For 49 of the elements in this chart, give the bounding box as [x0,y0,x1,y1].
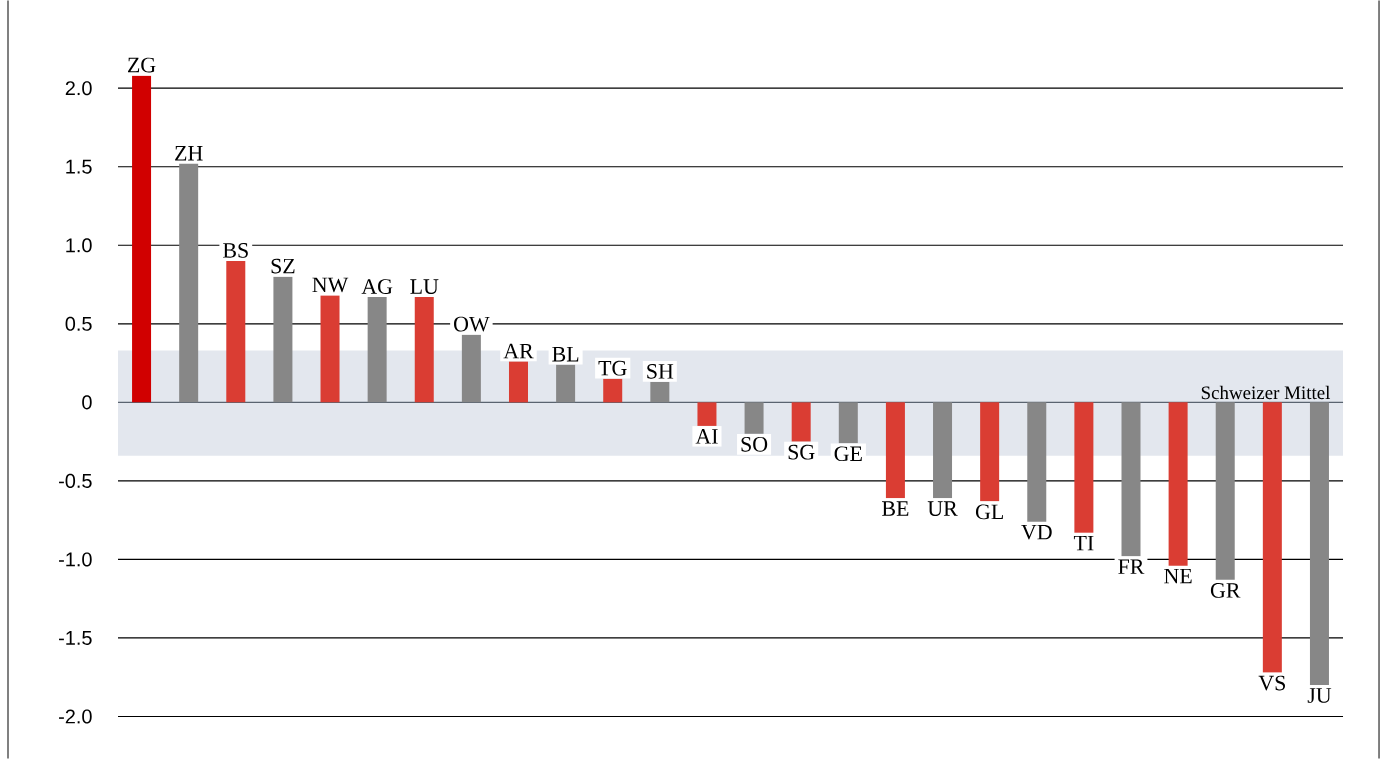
x-tick-label: AI [695,429,718,444]
x-tick-label: VD [1021,524,1052,540]
x-tick-label: NE [1164,568,1192,584]
y-tick-label: -1.5 [59,631,92,645]
x-tick-label: JU [1307,688,1332,703]
bar [1215,402,1235,580]
x-tick-label: BL [552,347,579,362]
y-tick-label: 2.0 [65,81,92,96]
y-tick-label: -1.0 [59,552,92,567]
bar [179,163,199,403]
x-tick-label: SG [788,444,815,460]
bar [1262,402,1282,673]
bar [320,295,340,403]
x-tick-label: OW [454,316,490,332]
x-tick-label: GE [834,446,862,462]
x-tick-label: BS [223,243,248,258]
y-tick-label: 0.5 [65,316,92,331]
y-tick-label: 0 [82,395,92,410]
x-tick-label: AR [503,343,534,359]
x-tick-label: TI [1073,535,1094,551]
bar [885,402,905,499]
bar [132,75,152,403]
x-tick-label: GR [1210,583,1241,598]
bar [1309,402,1329,686]
band-label: Schweizer Mittel [1201,385,1331,400]
bar [1074,402,1094,533]
bar [367,297,387,403]
x-tick-label: SO [741,436,768,452]
x-tick-label: ZH [175,146,203,161]
x-tick-label: LU [410,279,439,294]
bar [226,260,246,403]
x-tick-label: SH [647,364,674,379]
x-tick-label: FR [1118,559,1145,574]
x-tick-label: UR [927,501,958,516]
x-tick-label: SZ [271,258,295,274]
x-tick-label: TG [598,360,627,376]
y-tick-label: 1.0 [66,238,92,253]
bar [980,402,1000,502]
y-tick-label: -0.5 [59,473,92,488]
bar [273,276,293,403]
x-tick-label: GL [975,504,1003,520]
x-tick-label: AG [361,279,393,294]
x-tick-label: VS [1258,675,1285,691]
bar [933,402,953,499]
x-tick-label: ZG [128,57,156,73]
x-tick-label: BE [882,501,909,516]
y-tick-label: -2.0 [59,709,92,724]
y-tick-label: 1.5 [66,159,92,174]
x-tick-label: NW [312,277,349,293]
